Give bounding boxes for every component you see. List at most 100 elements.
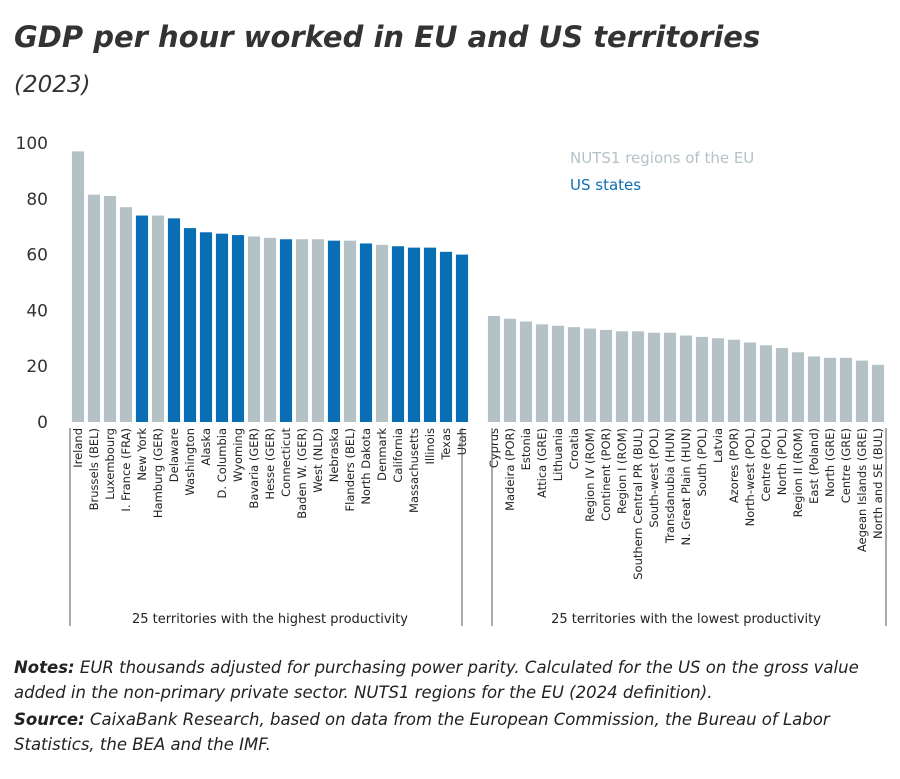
bar bbox=[519, 321, 533, 422]
bar bbox=[247, 236, 261, 422]
group-label: 25 territories with the lowest productiv… bbox=[551, 612, 821, 627]
x-tick-label: Centre (POL) bbox=[759, 428, 773, 501]
bar bbox=[359, 243, 373, 422]
bar bbox=[151, 215, 165, 422]
bar bbox=[487, 315, 501, 422]
notes-text: EUR thousands adjusted for purchasing po… bbox=[14, 658, 859, 702]
chart-title: GDP per hour worked in EU and US territo… bbox=[14, 20, 760, 54]
bar bbox=[871, 364, 885, 422]
bar bbox=[743, 342, 757, 422]
bar bbox=[71, 151, 85, 422]
bar bbox=[135, 215, 149, 422]
x-tick-label: Brussels (BEL) bbox=[87, 428, 101, 510]
legend-label: NUTS1 regions of the EU bbox=[570, 149, 754, 167]
bar bbox=[759, 345, 773, 422]
bar bbox=[231, 235, 245, 422]
bar bbox=[455, 254, 469, 422]
x-tick-label: Washington bbox=[183, 428, 197, 496]
x-tick-label: Delaware bbox=[167, 428, 181, 482]
bar bbox=[439, 251, 453, 422]
x-tick-label: Southern Central PR (BUL) bbox=[631, 428, 645, 580]
x-tick-label: Lithuania bbox=[551, 428, 565, 481]
source: Source: CaixaBank Research, based on dat… bbox=[14, 707, 886, 757]
x-tick-label: Bavaria (GER) bbox=[247, 428, 261, 509]
x-tick-label: South-west (POL) bbox=[647, 428, 661, 528]
x-tick-label: Region IV (ROM) bbox=[583, 428, 597, 522]
bar bbox=[503, 318, 517, 422]
bar bbox=[567, 327, 581, 422]
x-tick-label: Denmark bbox=[375, 428, 389, 481]
y-tick-label: 20 bbox=[26, 357, 48, 377]
x-tick-label: Massachusetts bbox=[407, 428, 421, 513]
x-tick-label: Madeira (POR) bbox=[503, 428, 517, 511]
bar bbox=[791, 352, 805, 422]
y-tick-label: 100 bbox=[16, 134, 48, 154]
x-tick-label: Alaska bbox=[199, 428, 213, 466]
x-tick-label: North Dakota bbox=[359, 428, 373, 505]
bar bbox=[183, 228, 197, 422]
bar bbox=[167, 218, 181, 422]
x-tick-label: Centre (GRE) bbox=[839, 428, 853, 503]
bar bbox=[647, 332, 661, 422]
bar bbox=[807, 356, 821, 422]
source-label: Source: bbox=[14, 710, 85, 729]
x-tick-label: Transdanubia (HUN) bbox=[663, 428, 677, 544]
x-tick-label: Estonia bbox=[519, 428, 533, 470]
bar bbox=[327, 240, 341, 422]
bar bbox=[775, 348, 789, 422]
x-tick-label: South (POL) bbox=[695, 428, 709, 496]
x-tick-label: Cyprus bbox=[487, 428, 501, 468]
notes-block: Notes: EUR thousands adjusted for purcha… bbox=[14, 655, 886, 759]
bar bbox=[663, 332, 677, 422]
y-tick-label: 40 bbox=[26, 301, 48, 321]
x-tick-label: Wyoming bbox=[231, 428, 245, 482]
notes: Notes: EUR thousands adjusted for purcha… bbox=[14, 655, 886, 705]
x-tick-label: Nebraska bbox=[327, 428, 341, 482]
chart-subtitle: (2023) bbox=[14, 72, 90, 98]
source-text: CaixaBank Research, based on data from t… bbox=[14, 710, 830, 754]
x-tick-label: Texas bbox=[439, 428, 453, 461]
bar bbox=[279, 239, 293, 422]
bar bbox=[423, 247, 437, 422]
chart: GDP per hour worked in EU and US territo… bbox=[14, 20, 887, 627]
bar bbox=[551, 325, 565, 422]
bar bbox=[679, 335, 693, 422]
group-label: 25 territories with the highest producti… bbox=[132, 612, 408, 627]
y-tick-label: 80 bbox=[26, 190, 48, 210]
bar bbox=[535, 324, 549, 422]
notes-label: Notes: bbox=[14, 658, 75, 677]
bar bbox=[407, 247, 421, 422]
x-tick-label: Aegean Islands (GRE) bbox=[855, 428, 869, 552]
bar bbox=[199, 232, 213, 422]
x-tick-label: N. Great Plain (HUN) bbox=[679, 428, 693, 546]
x-tick-label: North (POL) bbox=[775, 428, 789, 495]
x-tick-label: Illinois bbox=[423, 428, 437, 465]
x-tick-label: I. France (FRA) bbox=[119, 428, 133, 512]
x-tick-label: West (NLD) bbox=[311, 428, 325, 493]
bar bbox=[375, 244, 389, 422]
x-tick-label: Region II (ROM) bbox=[791, 428, 805, 517]
bar bbox=[695, 336, 709, 422]
y-tick-label: 60 bbox=[26, 246, 48, 266]
bar bbox=[823, 357, 837, 422]
x-tick-label: Baden W. (GER) bbox=[295, 428, 309, 519]
bar bbox=[391, 246, 405, 422]
bar bbox=[855, 360, 869, 422]
x-tick-label: East (Poland) bbox=[807, 428, 821, 504]
x-tick-label: Croatia bbox=[567, 428, 581, 469]
x-tick-label: D. Columbia bbox=[215, 428, 229, 498]
x-tick-label: Region I (ROM) bbox=[615, 428, 629, 514]
y-tick-label: 0 bbox=[37, 413, 48, 433]
x-tick-label: Ireland bbox=[71, 428, 85, 468]
bar bbox=[631, 331, 645, 422]
bar bbox=[343, 240, 357, 422]
x-tick-label: Luxembourg bbox=[103, 428, 117, 500]
bar bbox=[103, 196, 117, 422]
x-tick-label: New York bbox=[135, 428, 149, 481]
bar bbox=[583, 328, 597, 422]
x-tick-label: North-west (POL) bbox=[743, 428, 757, 526]
x-tick-label: Hesse (GER) bbox=[263, 428, 277, 500]
bar bbox=[215, 233, 229, 422]
bar bbox=[119, 207, 133, 422]
